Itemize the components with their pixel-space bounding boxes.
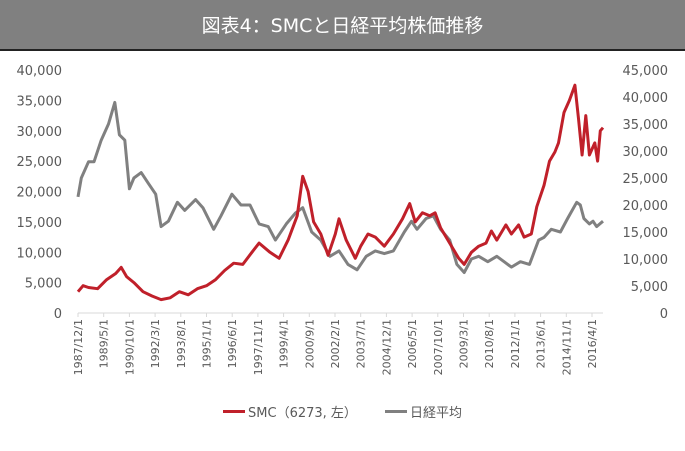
x-tick-label: 1987/12/1 — [72, 319, 85, 375]
x-tick-label: 2000/9/1 — [303, 319, 316, 368]
x-tick-label: 1992/3/1 — [149, 319, 162, 368]
x-tick-label: 2014/11/1 — [560, 319, 573, 375]
y-left-tick-label: 0 — [54, 307, 62, 322]
y-left-tick-label: 10,000 — [17, 246, 63, 261]
y-right-tick-label: 10,000 — [623, 253, 669, 268]
x-tick-label: 1999/4/1 — [278, 319, 291, 368]
legend-label-smc: SMC（6273, 左） — [248, 406, 357, 421]
x-tick-label: 2007/10/1 — [432, 319, 445, 375]
y-left-tick-label: 40,000 — [17, 64, 63, 79]
x-tick-label: 2004/12/1 — [380, 319, 393, 375]
legend-label-nikkei: 日経平均 — [409, 406, 462, 421]
y-left-tick-label: 15,000 — [17, 216, 63, 231]
x-tick-label: 2010/8/1 — [483, 319, 496, 368]
chart-title: 図表4：SMCと日経平均株価推移 — [201, 15, 484, 37]
x-tick-label: 1993/8/1 — [175, 319, 188, 368]
legend-swatch-smc — [223, 410, 246, 413]
y-left-tick-label: 30,000 — [17, 125, 63, 140]
y-right-tick-label: 35,000 — [623, 118, 669, 133]
x-tick-label: 1996/6/1 — [226, 319, 239, 368]
y-right-tick-label: 0 — [660, 307, 668, 322]
y-left-tick-label: 25,000 — [17, 155, 63, 170]
x-tick-label: 2013/6/1 — [535, 319, 548, 368]
x-tick-label: 2006/5/1 — [406, 319, 419, 368]
y-left-tick-label: 35,000 — [17, 94, 63, 109]
smc-line — [76, 83, 605, 302]
y-right-tick-label: 20,000 — [623, 199, 669, 214]
legend-item-smc: SMC（6273, 左） — [223, 402, 357, 421]
y-right-tick-label: 5,000 — [631, 280, 668, 295]
x-tick-label: 2012/1/1 — [509, 319, 522, 368]
legend-swatch-nikkei — [384, 410, 407, 413]
y-right-tick-label: 25,000 — [623, 172, 669, 187]
x-tick-label: 2002/2/1 — [329, 319, 342, 368]
y-left-tick-label: 5,000 — [25, 277, 62, 292]
nikkei-line — [76, 100, 604, 274]
y-left-tick-label: 20,000 — [17, 186, 63, 201]
y-right-tick-label: 15,000 — [623, 226, 669, 241]
y-right-tick-label: 30,000 — [623, 145, 669, 160]
y-right-tick-label: 40,000 — [623, 91, 669, 106]
x-tick-label: 2009/3/1 — [458, 319, 471, 368]
x-tick-label: 2016/4/1 — [586, 319, 599, 368]
x-tick-label: 1989/5/1 — [98, 319, 111, 368]
chart-title-bar: 図表4：SMCと日経平均株価推移 — [0, 0, 685, 51]
legend: SMC（6273, 左） 日経平均 — [0, 402, 685, 421]
x-tick-label: 1995/1/1 — [201, 319, 214, 368]
x-tick-label: 1997/11/1 — [252, 319, 265, 375]
legend-item-nikkei: 日経平均 — [384, 402, 462, 421]
x-tick-label: 1990/10/1 — [123, 319, 136, 375]
y-right-tick-label: 45,000 — [623, 64, 669, 79]
x-tick-label: 2003/7/1 — [355, 319, 368, 368]
